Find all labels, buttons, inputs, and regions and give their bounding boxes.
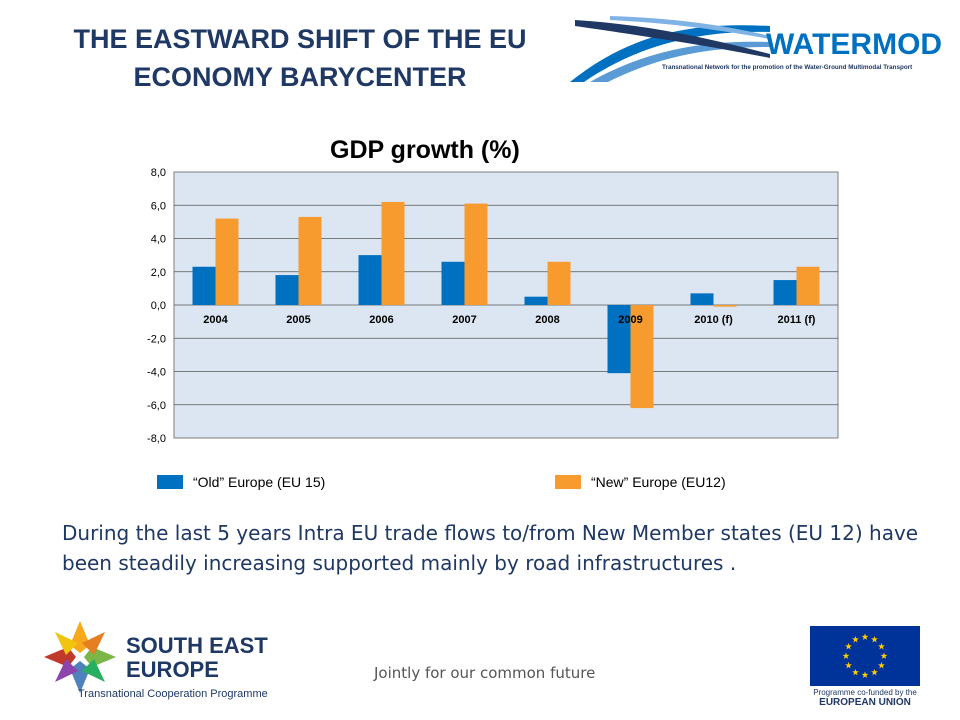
y-tick-label: 0,0 [151,300,166,312]
bar-new-europe [381,201,405,305]
gdp-growth-chart: 8,0 6,0 4,0 2,0 0,0 -2,0 -4,0 -6,0 -8,0 2004 2005 2… [147,167,839,445]
x-tick-label: 2006 [369,314,393,326]
body-text: During the last 5 years Intra EU trade f… [62,521,919,575]
bar-old-europe [275,275,299,305]
eu-star-icon [852,668,859,676]
bar-old-europe [773,280,797,305]
bar-old-europe [192,266,216,305]
legend-label-new-europe: “New” Europe (EU12) [591,474,726,490]
south-east-europe-logo: SOUTH EAST EUROPE Transnational Cooperat… [44,621,268,700]
eu-flag-icon [810,626,920,686]
eu-caption-line-1: Programme co-funded by the [813,688,917,697]
legend-item-old-europe: “Old” Europe (EU 15) [157,474,325,490]
bar-old-europe [441,261,465,305]
bar-new-europe [547,261,571,305]
x-tick-label: 2008 [535,314,559,326]
eu-star-icon [871,635,878,643]
eu-star-icon [845,661,852,669]
eu-caption: Programme co-funded by the EUROPEAN UNIO… [810,688,920,708]
slide-title: THE EASTWARD SHIFT OF THE EU ECONOMY BAR… [40,20,560,96]
eu-star-icon [880,652,888,659]
bar-new-europe [215,218,239,305]
eu-star-icon [871,668,878,676]
x-tick-label: 2007 [452,314,476,326]
eu-star-icon [878,661,885,669]
see-logo-line-2: EUROPE [126,657,219,682]
eu-star-icon [842,652,850,659]
legend-item-new-europe: “New” Europe (EU12) [555,474,726,490]
y-tick-label: -2,0 [147,333,166,345]
y-tick-label: -4,0 [147,367,166,379]
eu-caption-line-2: EUROPEAN UNION [819,697,911,708]
x-tick-label: 2009 [618,314,642,326]
x-tick-label: 2011 (f) [778,314,816,326]
bar-new-europe [796,266,820,305]
y-tick-label: 2,0 [151,267,166,279]
eu-star-icon [861,633,869,640]
bar-old-europe [524,296,548,305]
see-logo-line-1: SOUTH EAST [126,633,268,658]
y-tick-label: 8,0 [151,167,166,179]
bar-new-europe [713,305,737,307]
eu-star-icon [861,671,869,678]
footer-slogan: Jointly for our common future [374,664,596,682]
y-tick-label: 6,0 [151,200,166,212]
legend-label-old-europe: “Old” Europe (EU 15) [193,474,326,490]
y-tick-label: -6,0 [147,400,166,412]
x-tick-label: 2010 (f) [694,314,733,326]
bar-new-europe [464,203,488,305]
see-logo-line-3: Transnational Cooperation Programme [78,688,268,700]
y-tick-label: -8,0 [147,433,166,445]
bar-old-europe [607,305,631,374]
y-tick-label: 4,0 [151,234,166,246]
watermode-logo-text: WATERMODE [766,28,942,61]
eu-cofunding-block: Programme co-funded by the EUROPEAN UNIO… [810,626,920,708]
x-tick-label: 2005 [286,314,310,326]
bar-old-europe [690,293,714,305]
legend-swatch-old-europe [157,475,183,489]
eu-star-icon [852,635,859,643]
bar-old-europe [358,255,382,305]
bar-new-europe [298,216,322,305]
bar-new-europe [630,305,654,409]
chart-title: GDP growth (%) [330,136,520,164]
eu-star-icon [878,642,885,650]
x-tick-label: 2004 [203,314,228,326]
legend-swatch-new-europe [555,475,581,489]
slide-title-line-2: ECONOMY BARYCENTER [133,62,467,92]
slide-title-line-1: THE EASTWARD SHIFT OF THE EU [73,24,527,54]
eu-star-icon [845,642,852,650]
watermode-logo: WATERMODE Transnational Network for the … [570,16,942,82]
watermode-tagline: Transnational Network for the promotion … [662,64,913,71]
